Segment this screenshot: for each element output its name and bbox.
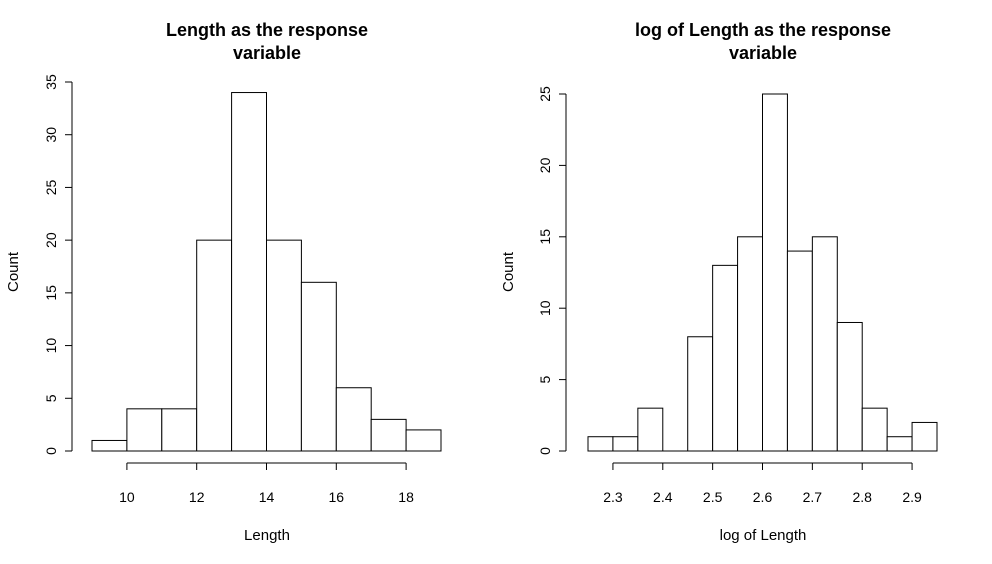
right-x-tick-label: 2.5 <box>703 489 723 505</box>
right-x-tick-label: 2.4 <box>653 489 673 505</box>
right-x-tick-label: 2.9 <box>902 489 922 505</box>
left-histogram-panel: Length as the response variable 10 12 14 16… <box>5 20 442 544</box>
right-y-axis-label: Count <box>500 251 517 292</box>
left-y-ticks: 0 5 10 15 20 25 30 35 <box>43 74 72 455</box>
right-histogram-panel: log of Length as the response variable 2… <box>500 20 938 544</box>
left-y-tick-label: 10 <box>43 338 59 354</box>
right-y-ticks: 0 5 10 15 20 25 <box>537 86 566 455</box>
left-bar <box>405 429 442 452</box>
left-x-tick-label: 12 <box>189 489 205 505</box>
right-x-tick-label: 2.7 <box>803 489 823 505</box>
left-bar <box>266 239 302 452</box>
right-y-tick-label: 10 <box>537 300 553 316</box>
right-y-tick-label: 5 <box>537 375 553 383</box>
right-bar <box>687 336 714 452</box>
right-bar <box>587 436 614 452</box>
left-bar <box>335 387 372 452</box>
right-x-tick-label: 2.3 <box>603 489 623 505</box>
left-x-axis-label: Length <box>244 527 290 544</box>
right-x-ticks: 2.3 2.4 2.5 2.6 2.7 2.8 2.9 <box>603 463 922 505</box>
right-y-tick-label: 15 <box>537 229 553 245</box>
right-bar <box>712 264 739 452</box>
right-bar <box>861 407 888 452</box>
right-x-axis-label: log of Length <box>720 527 807 544</box>
right-chart-title-line-1: log of Length as the response <box>635 20 891 40</box>
left-x-tick-label: 10 <box>119 489 135 505</box>
left-x-tick-label: 16 <box>329 489 345 505</box>
left-bar <box>370 418 407 452</box>
right-bar <box>762 93 788 452</box>
left-y-tick-label: 5 <box>43 394 59 402</box>
left-y-tick-label: 0 <box>43 447 59 455</box>
right-bar <box>886 436 913 452</box>
right-bar <box>637 407 664 452</box>
right-bar <box>737 236 763 452</box>
right-bar <box>811 236 838 452</box>
left-bar <box>196 239 233 452</box>
right-y-tick-label: 20 <box>537 157 553 173</box>
right-bar <box>911 421 938 452</box>
right-bar <box>836 321 863 452</box>
left-y-tick-label: 25 <box>43 179 59 195</box>
left-chart-title-line-2: variable <box>233 43 301 63</box>
left-y-tick-label: 30 <box>43 127 59 143</box>
left-y-tick-label: 15 <box>43 285 59 301</box>
left-y-tick-label: 35 <box>43 74 59 90</box>
left-bar <box>91 439 128 452</box>
left-bar <box>231 92 268 452</box>
left-bar <box>300 281 337 452</box>
right-bar <box>612 436 639 452</box>
left-chart-title-line-1: Length as the response <box>166 20 368 40</box>
left-histogram-bars <box>91 92 442 452</box>
left-x-tick-label: 18 <box>398 489 414 505</box>
right-y-tick-label: 0 <box>537 447 553 455</box>
left-y-tick-label: 20 <box>43 232 59 248</box>
left-y-axis-label: Count <box>5 251 22 292</box>
right-x-tick-label: 2.6 <box>753 489 773 505</box>
right-bar <box>786 250 813 452</box>
left-x-tick-label: 14 <box>259 489 275 505</box>
right-histogram-bars <box>587 93 938 452</box>
left-x-ticks: 10 12 14 16 18 <box>119 463 414 505</box>
right-chart-title-line-2: variable <box>729 43 797 63</box>
right-y-tick-label: 25 <box>537 86 553 102</box>
left-bar <box>126 408 163 452</box>
right-x-tick-label: 2.8 <box>852 489 872 505</box>
left-bar <box>161 408 198 452</box>
